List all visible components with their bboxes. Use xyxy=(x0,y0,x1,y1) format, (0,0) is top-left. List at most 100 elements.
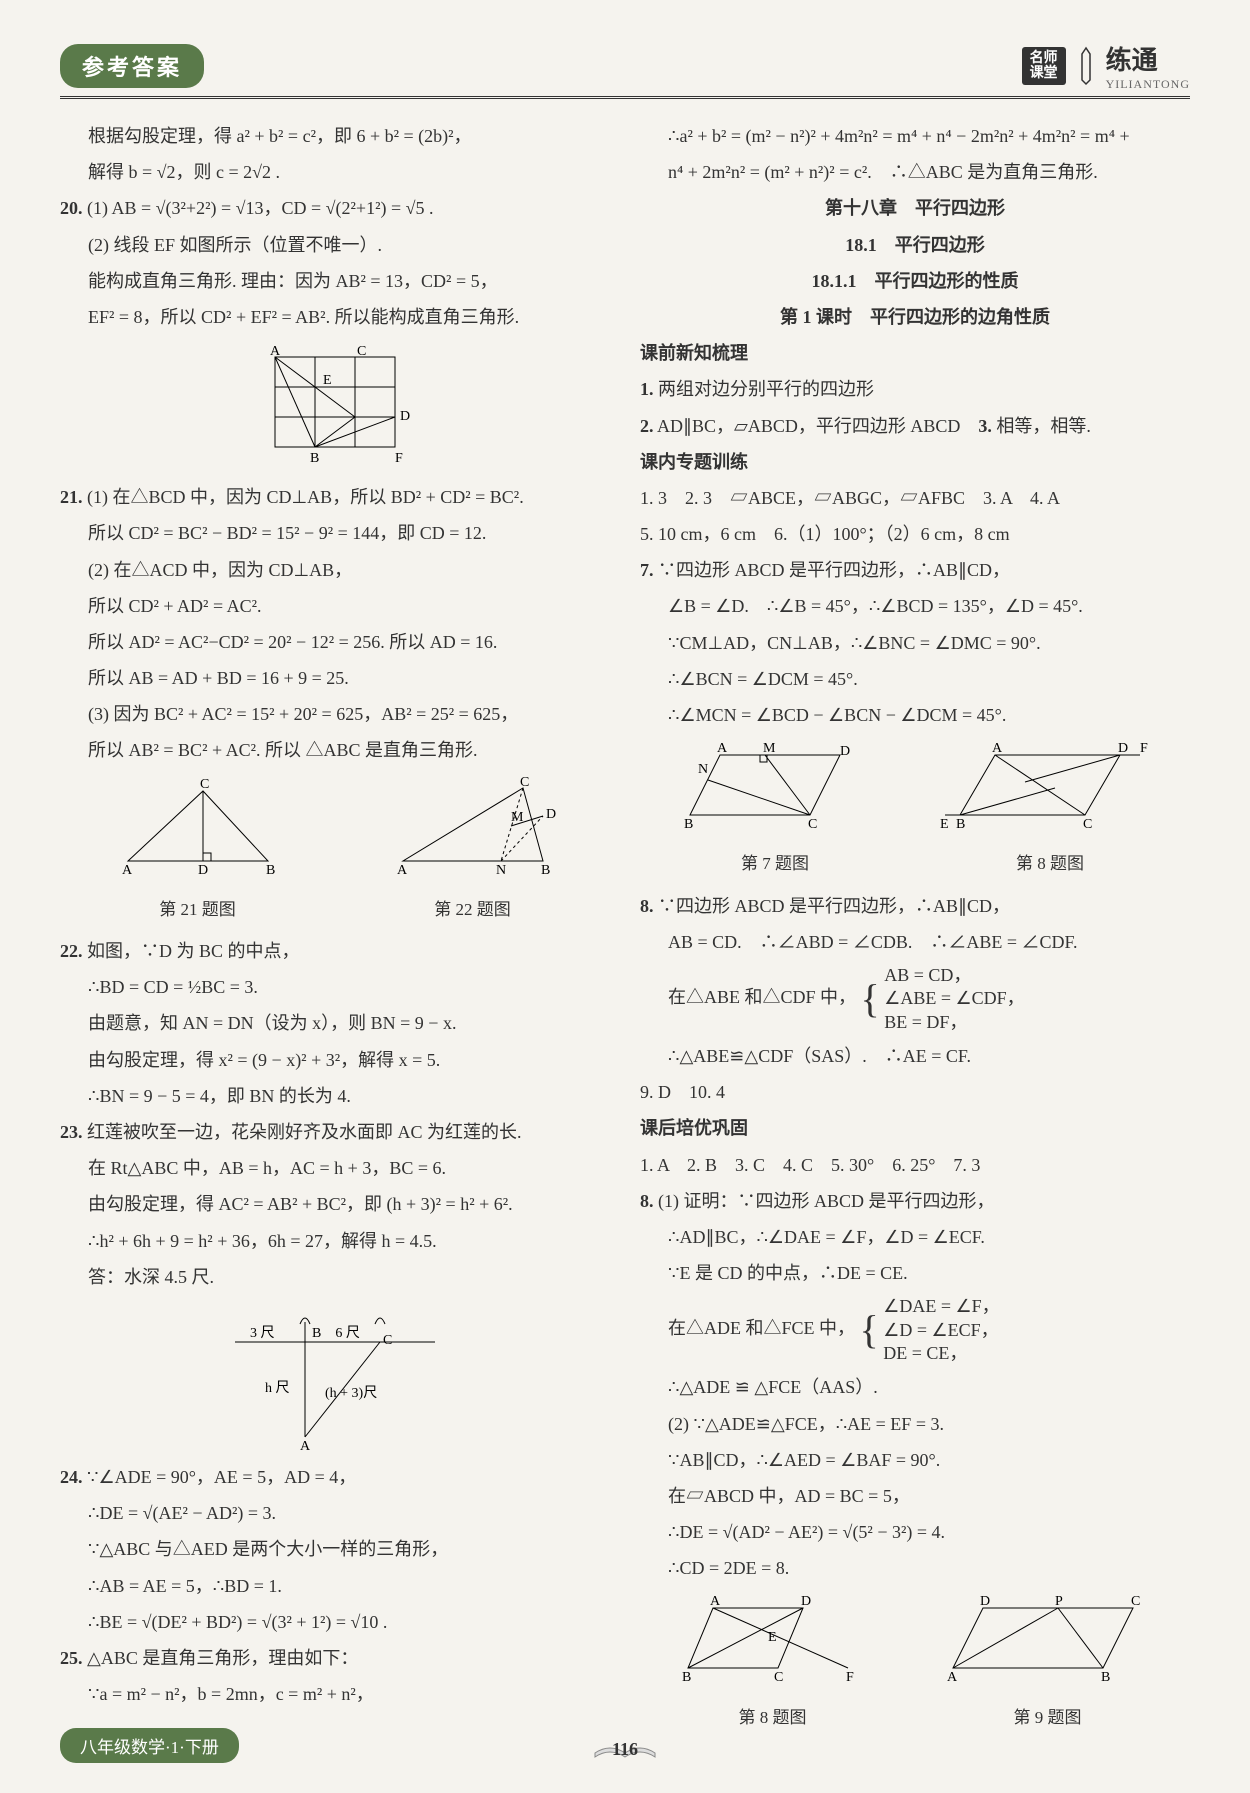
svg-text:B 6 尺: B 6 尺 xyxy=(312,1325,360,1341)
badge-bottom: 课堂 xyxy=(1030,66,1058,81)
brand-text: 练通 xyxy=(1106,40,1190,77)
text: (2) 线段 EF 如图所示（位置不唯一）. xyxy=(60,228,610,262)
brand-pinyin: YILIANTONG xyxy=(1106,77,1190,92)
text: 24. ∵∠ADE = 90°，AE = 5，AD = 4， xyxy=(60,1460,610,1494)
text: ∵∠ADE = 90°，AE = 5，AD = 4， xyxy=(87,1467,356,1487)
text: (1) AB = √(3²+2²) = √13，CD = √(2²+1²) = … xyxy=(87,198,434,218)
figure-row-21-22: C A D B 第 21 题图 C M D xyxy=(60,776,610,926)
figure-q22: C M D A N B 第 22 题图 xyxy=(383,776,563,926)
text: ∴AD∥BC，∴∠DAE = ∠F，∠D = ∠ECF. xyxy=(640,1220,1190,1254)
svg-text:A: A xyxy=(717,741,728,756)
svg-text:N: N xyxy=(496,863,506,878)
fig-caption: 第 22 题图 xyxy=(383,894,563,926)
svg-text:F: F xyxy=(1140,741,1148,756)
text: (2) ∵△ADE≌△FCE，∴AE = EF = 3. xyxy=(640,1407,1190,1441)
text: 20. (1) AB = √(3²+2²) = √13，CD = √(2²+1²… xyxy=(60,191,610,225)
text: n⁴ + 2m²n² = (m² + n²)² = c². ∴△ABC 是为直角… xyxy=(640,155,1190,189)
text: ∴DE = √(AD² − AE²) = √(5² − 3²) = 4. xyxy=(640,1515,1190,1549)
text: 在△ADE 和△FCE 中， xyxy=(668,1318,855,1338)
svg-text:C: C xyxy=(808,817,817,832)
text: (1) 证明：∵四边形 ABCD 是平行四边形， xyxy=(658,1191,995,1211)
text: 5. 10 cm，6 cm 6.（1）100°；（2）6 cm，8 cm xyxy=(640,517,1190,551)
text: 答：水深 4.5 尺. xyxy=(60,1260,610,1294)
svg-text:D: D xyxy=(840,744,850,759)
figure-q8p: A D E B C F 第 8 题图 xyxy=(668,1593,878,1733)
header-left-badge: 参考答案 xyxy=(60,44,204,88)
text: ∴BE = √(DE² + BD²) = √(3² + 1²) = √10 . xyxy=(60,1605,610,1639)
text: 9. D 10. 4 xyxy=(640,1075,1190,1109)
text: ∴△ABE≌△CDF（SAS）. ∴AE = CF. xyxy=(640,1039,1190,1073)
text: 22. 如图，∵D 为 BC 的中点， xyxy=(60,934,610,968)
section-label: 课前新知梳理 xyxy=(640,336,1190,370)
text: (2) 在△ACD 中，因为 CD⊥AB， xyxy=(60,553,610,587)
text: 所以 CD² = BC² − BD² = 15² − 9² = 144，即 CD… xyxy=(60,516,610,550)
svg-text:A: A xyxy=(270,344,281,359)
svg-text:C: C xyxy=(1131,1594,1140,1609)
text: ∵AB∥CD，∴∠AED = ∠BAF = 90°. xyxy=(640,1443,1190,1477)
header-right: 名师 课堂 练通 YILIANTONG xyxy=(1022,40,1190,92)
svg-text:F: F xyxy=(395,451,403,466)
svg-text:N: N xyxy=(698,762,708,777)
text: 在▱ABCD 中，AD = BC = 5， xyxy=(640,1479,1190,1513)
section-title: 18.1 平行四边形 xyxy=(640,228,1190,262)
text: 8. ∵四边形 ABCD 是平行四边形，∴AB∥CD， xyxy=(640,889,1190,923)
text: 根据勾股定理，得 a² + b² = c²，即 6 + b² = (2b)²， xyxy=(60,119,610,153)
content-columns: 根据勾股定理，得 a² + b² = c²，即 6 + b² = (2b)²， … xyxy=(60,119,1190,1742)
svg-text:E: E xyxy=(940,817,949,832)
text: 8. (1) 证明：∵四边形 ABCD 是平行四边形， xyxy=(640,1184,1190,1218)
text: 23. 红莲被吹至一边，花朵刚好齐及水面即 AC 为红莲的长. xyxy=(60,1115,610,1149)
figure-q23: 3 尺 B 6 尺 C h 尺 (h + 3)尺 A xyxy=(60,1302,610,1452)
svg-text:B: B xyxy=(541,863,550,878)
svg-text:A: A xyxy=(947,1670,958,1685)
lesson-title: 第 1 课时 平行四边形的边角性质 xyxy=(640,300,1190,334)
brace-content: AB = CD， ∠ABE = ∠CDF， BE = DF， xyxy=(884,964,1024,1034)
text: ∵a = m² − n²，b = 2mn，c = m² + n²， xyxy=(60,1677,610,1711)
svg-text:D: D xyxy=(546,807,556,822)
text: 红莲被吹至一边，花朵刚好齐及水面即 AC 为红莲的长. xyxy=(87,1122,522,1142)
text: EF² = 8，所以 CD² + EF² = AB². 所以能构成直角三角形. xyxy=(60,300,610,334)
svg-text:B: B xyxy=(266,863,275,878)
text: ∵△ABC 与△AED 是两个大小一样的三角形， xyxy=(60,1532,610,1566)
svg-text:C: C xyxy=(1083,817,1092,832)
text: ∴BN = 9 − 5 = 4，即 BN 的长为 4. xyxy=(60,1079,610,1113)
text: 2. AD∥BC，▱ABCD，平行四边形 ABCD 3. 相等，相等. xyxy=(640,409,1190,443)
figure-q20: A C E D B F xyxy=(60,342,610,472)
svg-text:F: F xyxy=(846,1670,854,1685)
text: ∵四边形 ABCD 是平行四边形，∴AB∥CD， xyxy=(658,560,1010,580)
text: (1) 在△BCD 中，因为 CD⊥AB，所以 BD² + CD² = BC². xyxy=(87,487,524,507)
text: 所以 CD² + AD² = AC². xyxy=(60,589,610,623)
header-right-badge: 名师 课堂 xyxy=(1022,47,1066,86)
subsection-title: 18.1.1 平行四边形的性质 xyxy=(640,264,1190,298)
svg-text:D: D xyxy=(1118,741,1128,756)
svg-text:D: D xyxy=(198,863,208,878)
text: ∵CM⊥AD，CN⊥AB，∴∠BNC = ∠DMC = 90°. xyxy=(640,626,1190,660)
text: 7. ∵四边形 ABCD 是平行四边形，∴AB∥CD， xyxy=(640,553,1190,587)
text: 1. 两组对边分别平行的四边形 xyxy=(640,372,1190,406)
text: ∠B = ∠D. ∴∠B = 45°，∴∠BCD = 135°，∠D = 45°… xyxy=(640,589,1190,623)
fig-caption: 第 21 题图 xyxy=(108,894,288,926)
svg-text:h 尺: h 尺 xyxy=(265,1380,290,1396)
svg-text:C: C xyxy=(357,344,366,359)
svg-text:B: B xyxy=(684,817,693,832)
text: 所以 AD² = AC²−CD² = 20² − 12² = 256. 所以 A… xyxy=(60,625,610,659)
text: 1. A 2. B 3. C 4. C 5. 30° 6. 25° 7. 3 xyxy=(640,1148,1190,1182)
figure-q21: C A D B 第 21 题图 xyxy=(108,776,288,926)
right-column: ∴a² + b² = (m² − n²)² + 4m²n² = m⁴ + n⁴ … xyxy=(640,119,1190,1742)
pencil-icon xyxy=(1072,46,1100,86)
text: 由勾股定理，得 AC² = AB² + BC²，即 (h + 3)² = h² … xyxy=(60,1187,610,1221)
svg-text:D: D xyxy=(801,1594,811,1609)
svg-text:3 尺: 3 尺 xyxy=(250,1325,275,1341)
brace-content: ∠DAE = ∠F， ∠D = ∠ECF， DE = CE， xyxy=(883,1295,999,1365)
svg-text:C: C xyxy=(200,777,209,792)
svg-text:B: B xyxy=(310,451,319,466)
svg-text:(h + 3)尺: (h + 3)尺 xyxy=(325,1385,377,1401)
brand-block: 练通 YILIANTONG xyxy=(1106,40,1190,92)
figure-row-8p-9: A D E B C F 第 8 题图 D P xyxy=(640,1593,1190,1733)
svg-text:C: C xyxy=(383,1333,392,1348)
figure-row-7-8: A M D N B C 第 7 题图 xyxy=(640,740,1190,880)
svg-text:D: D xyxy=(400,409,410,424)
text: ∴DE = √(AE² − AD²) = 3. xyxy=(60,1496,610,1530)
svg-text:P: P xyxy=(1055,1594,1063,1609)
text: 两组对边分别平行的四边形 xyxy=(658,379,874,399)
svg-text:M: M xyxy=(763,741,776,756)
